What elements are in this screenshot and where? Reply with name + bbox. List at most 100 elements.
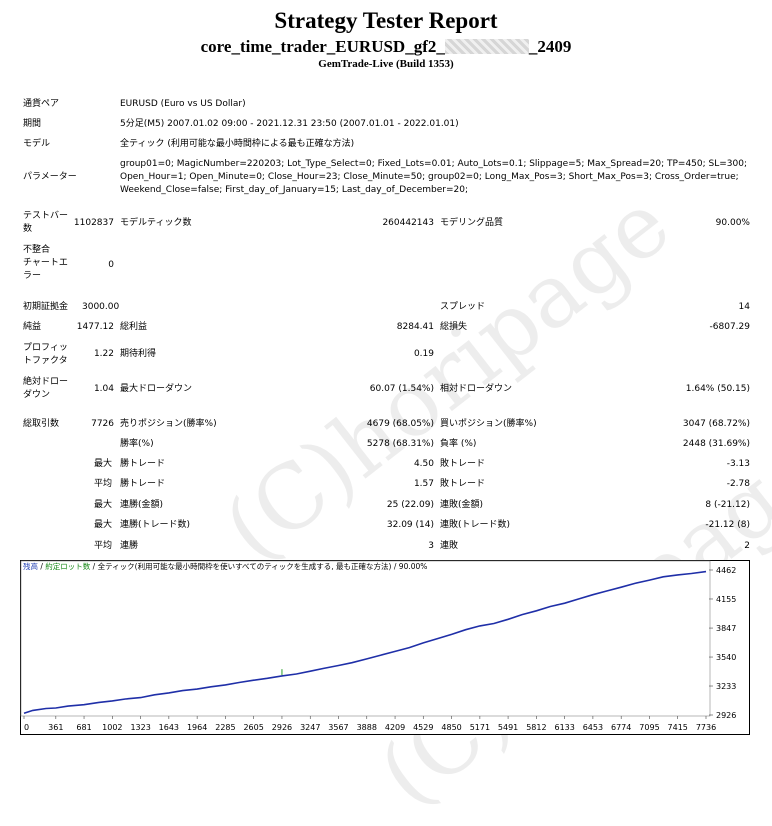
x-tick-label: 1964 (187, 723, 207, 732)
win-rate-value: 5278 (68.31%) (366, 439, 434, 449)
x-tick-label: 6133 (555, 723, 575, 732)
x-tick-label: 3888 (357, 723, 377, 732)
x-tick-label: 681 (76, 723, 91, 732)
params-label: パラメーター (23, 172, 77, 182)
spread-label: スプレッド (440, 302, 486, 312)
model-label: モデル (23, 139, 51, 149)
legend-separator: / (90, 562, 98, 571)
legend-separator: / (38, 562, 46, 571)
avg-cons-win-label: 連勝 (120, 541, 139, 551)
x-tick-label: 4209 (385, 723, 405, 732)
quality-value: 90.00% (715, 218, 750, 228)
profit-factor-value: 1.22 (93, 349, 114, 359)
win-rate-label: 勝率(%) (120, 439, 154, 449)
cons-win-count-value: 32.09 (14) (386, 520, 434, 530)
max-word: 最大 (94, 520, 113, 530)
bars-value: 1102837 (73, 218, 114, 228)
legend-model: 全ティック(利用可能な最小時間枠を使いすべてのティックを生成する, 最も正確な方… (97, 562, 392, 571)
x-tick-label: 0 (24, 723, 29, 732)
x-tick-label: 4529 (413, 723, 433, 732)
max-win-trade-label: 勝トレード (120, 459, 166, 469)
strategy-name-prefix: core_time_trader_EURUSD_gf2_ (200, 37, 445, 56)
period-label: 期間 (23, 119, 42, 129)
net-profit-value: 1477.12 (76, 322, 114, 332)
bars-label: テストバー 数 (23, 211, 69, 234)
mismatch-label: 不整合 チャートエ ラー (23, 245, 68, 281)
pair-label: 通貨ペア (23, 99, 60, 109)
y-tick-label: 4155 (716, 595, 736, 604)
y-tick-labels: 4462 4155 3847 3540 3233 2926 (709, 566, 736, 720)
x-tick-label: 3567 (328, 723, 348, 732)
spread-value: 14 (738, 302, 750, 312)
y-tick-label: 4462 (716, 566, 736, 575)
profit-factor-label: プロフィッ トファクタ (23, 343, 68, 366)
plot-area (20, 560, 711, 717)
avg-cons-loss-label: 連敗 (440, 541, 459, 551)
x-tick-label: 2605 (243, 723, 263, 732)
gross-profit-value: 8284.41 (396, 322, 434, 332)
x-tick-label: 7095 (639, 723, 659, 732)
x-tick-label: 5491 (498, 723, 518, 732)
y-tick-label: 3847 (716, 624, 736, 633)
cons-win-amount-value: 25 (22.09) (386, 500, 434, 510)
total-trades-label: 総取引数 (23, 419, 60, 429)
x-tick-labels: 0 361 681 1002 1323 1643 1964 2285 2605 2926 3247 3… (23, 716, 716, 732)
max-drawdown-label: 最大ドローダウン (120, 384, 193, 394)
cons-win-amount-label: 連勝(金額) (120, 500, 164, 510)
strategy-name: core_time_trader_EURUSD_gf2_ _2409 (0, 37, 772, 57)
abs-drawdown-value: 1.04 (93, 384, 114, 394)
cons-loss-count-value: -21.12 (8) (705, 520, 750, 530)
model-value: 全ティック (利用可能な最小時間枠による最も正確な方法) (120, 139, 355, 149)
avg-word: 平均 (94, 479, 113, 489)
legend-balance: 残高 (23, 562, 38, 571)
x-tick-label: 3247 (300, 723, 320, 732)
gross-loss-label: 総損失 (440, 322, 468, 332)
chart-legend: 残高 / 約定ロット数 / 全ティック(利用可能な最小時間枠を使いすべてのティッ… (23, 561, 427, 572)
x-tick-label: 5812 (526, 723, 546, 732)
x-tick-label: 361 (48, 723, 63, 732)
avg-word: 平均 (94, 541, 113, 551)
rel-drawdown-value: 1.64% (50.15) (685, 384, 750, 394)
gross-profit-label: 総利益 (120, 322, 148, 332)
avg-cons-loss-value: 2 (744, 541, 750, 551)
x-tick-label: 7415 (668, 723, 688, 732)
long-positions-label: 買いポジション(勝率%) (440, 419, 537, 429)
max-win-trade-value: 4.50 (413, 459, 434, 469)
total-trades-value: 7726 (91, 419, 114, 429)
deposit-label: 初期証拠金 (23, 302, 69, 312)
pair-value: EURUSD (Euro vs US Dollar) (120, 99, 246, 109)
expected-payoff-label: 期待利得 (120, 349, 157, 359)
loss-rate-value: 2448 (31.69%) (682, 439, 750, 449)
period-value: 5分足(M5) 2007.01.02 09:00 - 2021.12.31 23… (120, 119, 459, 129)
balance-chart: 4462 4155 3847 3540 3233 2926 0 361 681 1002 1323… (20, 560, 750, 735)
x-tick-label: 5171 (470, 723, 490, 732)
expected-payoff-value: 0.19 (413, 349, 434, 359)
y-tick-label: 2926 (716, 711, 736, 720)
ticks-label: モデルティック数 (120, 218, 192, 228)
redacted-block (444, 39, 529, 54)
report-title: Strategy Tester Report (274, 8, 498, 33)
build-info: GemTrade-Live (Build 1353) (318, 58, 454, 70)
x-tick-label: 6774 (611, 723, 631, 732)
avg-win-trade-label: 勝トレード (120, 479, 166, 489)
mismatch-value: 0 (108, 260, 114, 270)
balance-series-line (23, 570, 707, 714)
x-tick-label: 1002 (102, 723, 122, 732)
cons-win-count-label: 連勝(トレード数) (120, 520, 191, 530)
y-tick-label: 3233 (716, 682, 736, 691)
max-word: 最大 (94, 459, 113, 469)
legend-lots: 約定ロット数 (45, 562, 91, 571)
max-loss-trade-label: 敗トレード (440, 459, 486, 469)
avg-win-trade-value: 1.57 (413, 479, 434, 489)
x-tick-label: 7736 (696, 723, 716, 732)
y-tick-label: 3540 (716, 653, 736, 662)
x-tick-label: 2926 (272, 723, 292, 732)
cons-loss-count-label: 連敗(トレード数) (440, 520, 511, 530)
max-word: 最大 (94, 500, 113, 510)
max-drawdown-value: 60.07 (1.54%) (369, 384, 434, 394)
legend-quality: / 90.00% (391, 562, 428, 571)
ticks-value: 260442143 (382, 218, 434, 228)
x-tick-label: 4850 (441, 723, 461, 732)
avg-loss-trade-label: 敗トレード (440, 479, 486, 489)
loss-rate-label: 負率 (%) (440, 439, 477, 449)
